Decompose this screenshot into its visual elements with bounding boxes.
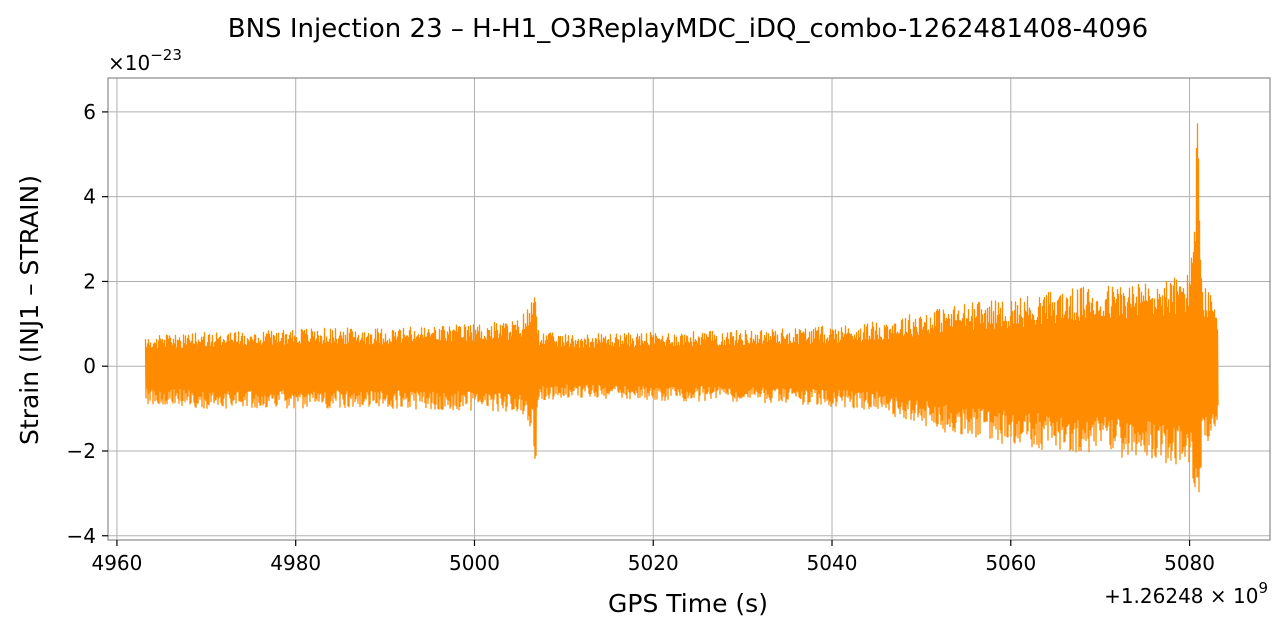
x-tick-label: 5020 (628, 551, 679, 575)
x-tick-label: 5080 (1164, 551, 1215, 575)
y-tick-label: −4 (67, 524, 96, 548)
y-tick-label: 6 (83, 100, 96, 124)
y-tick-label: 2 (83, 269, 96, 293)
grid (108, 78, 1270, 540)
y-tick-label: 4 (83, 185, 96, 209)
x-tick-label: 5040 (807, 551, 858, 575)
y-axis-label: Strain (INJ1 – STRAIN) (15, 175, 44, 445)
x-tick-label: 4960 (91, 551, 142, 575)
series-layer (146, 124, 1219, 492)
x-offset-label: +1.26248 × 109 (1104, 579, 1268, 608)
plot-frame (108, 78, 1270, 540)
y-tick-label: 0 (83, 354, 96, 378)
strain-series-line (146, 124, 1219, 492)
chart-title: BNS Injection 23 – H-H1_O3ReplayMDC_iDQ_… (228, 14, 1148, 44)
x-tick-label: 5060 (985, 551, 1036, 575)
y-scale-label: ×10−23 (108, 46, 182, 75)
x-axis-label: GPS Time (s) (608, 589, 768, 618)
y-tick-label: −2 (67, 439, 96, 463)
x-tick-label: 5000 (449, 551, 500, 575)
x-tick-label: 4980 (270, 551, 321, 575)
